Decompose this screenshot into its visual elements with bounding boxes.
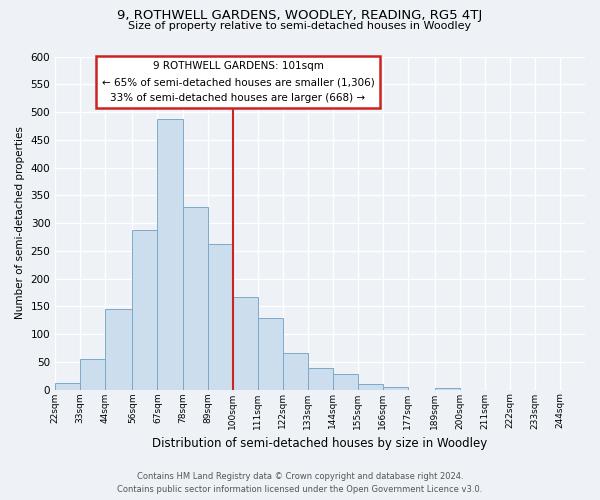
Bar (358, 384, 383, 390)
Bar (182, 208, 208, 390)
Bar (383, 386, 407, 390)
Text: 9, ROTHWELL GARDENS, WOODLEY, READING, RG5 4TJ: 9, ROTHWELL GARDENS, WOODLEY, READING, R… (118, 9, 482, 22)
Text: Size of property relative to semi-detached houses in Woodley: Size of property relative to semi-detach… (128, 21, 472, 31)
Bar (283, 354, 308, 390)
Bar (55, 383, 80, 390)
Y-axis label: Number of semi-detached properties: Number of semi-detached properties (15, 126, 25, 320)
Text: 9 ROTHWELL GARDENS: 101sqm
← 65% of semi-detached houses are smaller (1,306)
33%: 9 ROTHWELL GARDENS: 101sqm ← 65% of semi… (101, 62, 374, 102)
Bar (157, 119, 182, 390)
Bar (308, 368, 332, 390)
Bar (435, 388, 460, 390)
Bar (105, 309, 133, 390)
Bar (208, 244, 233, 390)
Bar (133, 230, 157, 390)
Bar (80, 359, 105, 390)
Bar (257, 318, 283, 390)
Bar (332, 374, 358, 390)
Text: Contains HM Land Registry data © Crown copyright and database right 2024.
Contai: Contains HM Land Registry data © Crown c… (118, 472, 482, 494)
Bar (233, 297, 257, 390)
X-axis label: Distribution of semi-detached houses by size in Woodley: Distribution of semi-detached houses by … (152, 437, 488, 450)
